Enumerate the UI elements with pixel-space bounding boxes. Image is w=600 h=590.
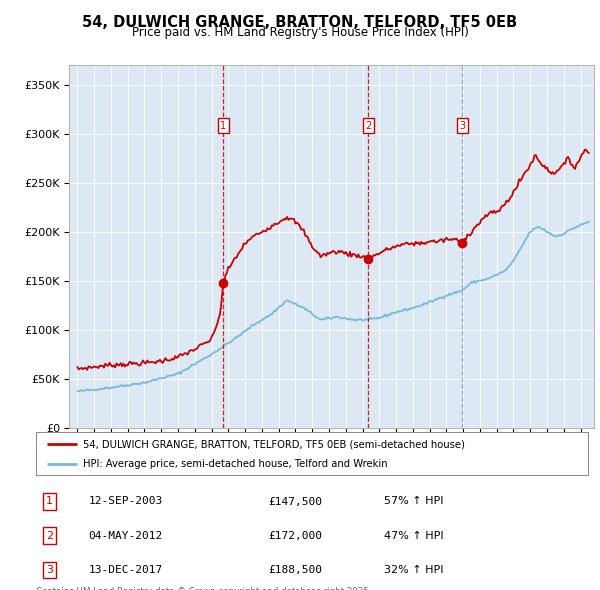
Text: £147,500: £147,500 (268, 497, 322, 506)
Text: 3: 3 (46, 565, 53, 575)
Text: 3: 3 (459, 121, 466, 131)
Text: 1: 1 (220, 121, 226, 131)
Text: 1: 1 (46, 497, 53, 506)
Text: Contains HM Land Registry data © Crown copyright and database right 2025.
This d: Contains HM Land Registry data © Crown c… (36, 587, 371, 590)
Text: 54, DULWICH GRANGE, BRATTON, TELFORD, TF5 0EB (semi-detached house): 54, DULWICH GRANGE, BRATTON, TELFORD, TF… (83, 440, 465, 450)
Text: 54, DULWICH GRANGE, BRATTON, TELFORD, TF5 0EB: 54, DULWICH GRANGE, BRATTON, TELFORD, TF… (82, 15, 518, 30)
Text: HPI: Average price, semi-detached house, Telford and Wrekin: HPI: Average price, semi-detached house,… (83, 460, 388, 469)
Text: Price paid vs. HM Land Registry's House Price Index (HPI): Price paid vs. HM Land Registry's House … (131, 26, 469, 39)
Text: 13-DEC-2017: 13-DEC-2017 (88, 565, 163, 575)
Text: 04-MAY-2012: 04-MAY-2012 (88, 530, 163, 540)
Text: 2: 2 (46, 530, 53, 540)
Text: £188,500: £188,500 (268, 565, 322, 575)
Text: 47% ↑ HPI: 47% ↑ HPI (384, 530, 443, 540)
Text: 2: 2 (365, 121, 371, 131)
Text: £172,000: £172,000 (268, 530, 322, 540)
Text: 57% ↑ HPI: 57% ↑ HPI (384, 497, 443, 506)
Text: 12-SEP-2003: 12-SEP-2003 (88, 497, 163, 506)
Text: 32% ↑ HPI: 32% ↑ HPI (384, 565, 443, 575)
